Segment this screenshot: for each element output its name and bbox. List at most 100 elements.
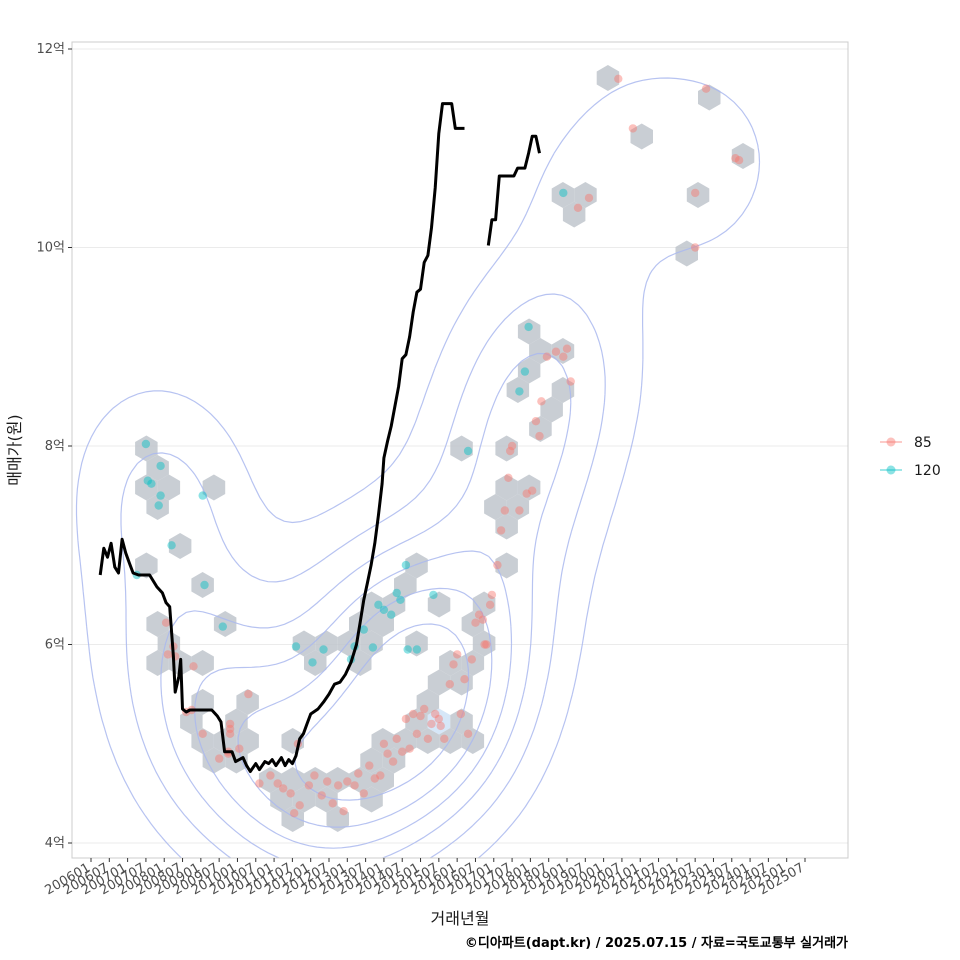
legend-key-point — [886, 437, 896, 447]
hex-bin — [427, 708, 451, 735]
data-point-85 — [528, 486, 537, 495]
hex-bin — [450, 435, 473, 462]
hex-bin — [517, 318, 541, 345]
hex-bin — [450, 669, 473, 696]
hex-bin — [517, 357, 541, 384]
hex-bin — [675, 240, 698, 267]
data-point-85 — [500, 506, 509, 515]
hex-bin — [191, 572, 214, 598]
hex-bin — [360, 786, 383, 813]
data-point-85 — [449, 660, 458, 669]
data-point-85 — [614, 74, 623, 84]
density-contour — [75, 77, 761, 859]
hex-bin — [371, 767, 394, 793]
trend-line — [98, 102, 541, 773]
data-point-85 — [416, 711, 425, 721]
data-point-85 — [286, 789, 295, 798]
data-point-120 — [392, 588, 401, 598]
data-point-85 — [691, 188, 700, 198]
data-point-85 — [392, 734, 401, 743]
hex-bin — [416, 689, 440, 715]
data-point-85 — [542, 352, 552, 361]
hex-bin — [427, 591, 451, 618]
y-tick-label: 12억 — [36, 42, 65, 57]
data-point-85 — [273, 779, 282, 788]
hex-bin — [349, 767, 372, 793]
hex-bin — [551, 182, 575, 208]
data-point-85 — [290, 809, 299, 818]
hex-bin — [405, 552, 428, 579]
hex-bin — [484, 494, 507, 520]
hex-bin — [236, 728, 259, 754]
data-point-85 — [225, 719, 235, 729]
data-point-85 — [496, 526, 506, 535]
data-point-85 — [453, 650, 462, 659]
hex-bin — [304, 767, 327, 793]
data-point-120 — [308, 658, 317, 667]
data-point-85 — [431, 709, 440, 719]
data-point-85 — [485, 600, 495, 609]
data-point-85 — [279, 784, 288, 793]
data-point-85 — [537, 397, 546, 406]
data-point-120 — [396, 595, 405, 604]
data-point-85 — [295, 801, 304, 810]
legend-key-point — [886, 465, 896, 475]
hex-bin — [562, 201, 586, 228]
data-point-85 — [359, 789, 368, 798]
data-point-85 — [504, 473, 513, 482]
data-point-85 — [334, 781, 343, 790]
scatter-points — [132, 74, 744, 818]
data-point-85 — [398, 747, 407, 756]
hex-bin — [506, 377, 530, 403]
data-point-85 — [163, 650, 173, 659]
data-point-85 — [474, 610, 484, 619]
plot-border — [71, 41, 849, 859]
data-point-120 — [374, 600, 383, 609]
hex-bin — [135, 552, 158, 579]
hex-bin — [157, 630, 181, 657]
data-point-120 — [412, 645, 422, 654]
data-point-120 — [156, 461, 165, 471]
data-point-85 — [412, 729, 422, 738]
hex-bin — [439, 650, 462, 676]
data-point-85 — [480, 640, 489, 649]
hex-bin — [180, 708, 203, 735]
data-point-85 — [436, 721, 445, 731]
hex-bin — [495, 513, 518, 540]
trend-segment — [98, 102, 465, 773]
data-point-85 — [507, 441, 517, 451]
hex-bin — [304, 650, 327, 676]
data-point-85 — [383, 749, 392, 758]
y-tick-label: 8억 — [45, 439, 65, 454]
data-point-85 — [225, 724, 235, 734]
hex-bin — [630, 123, 653, 150]
legend-label: 120 — [914, 463, 941, 479]
data-point-85 — [339, 807, 348, 816]
data-point-85 — [405, 744, 414, 753]
hex-bin — [168, 533, 192, 559]
y-axis: 4억 6억 8억 10억 12억 — [36, 42, 72, 851]
hex-bin — [382, 747, 406, 774]
y-tick-label: 6억 — [45, 638, 65, 653]
data-point-120 — [218, 622, 227, 631]
data-point-85 — [515, 506, 524, 515]
hex-bin — [416, 728, 440, 754]
hex-bin — [540, 396, 563, 423]
data-point-85 — [323, 777, 332, 786]
data-point-85 — [225, 729, 235, 738]
hex-bin — [292, 630, 316, 657]
y-axis-title: 매매가(원) — [5, 414, 24, 485]
data-point-85 — [401, 714, 411, 724]
data-point-85 — [409, 709, 418, 719]
data-point-85 — [189, 662, 198, 671]
hex-bin — [461, 728, 485, 754]
data-point-120 — [167, 541, 176, 550]
hex-bin — [461, 650, 485, 676]
data-point-85 — [562, 344, 572, 353]
hex-bin — [506, 494, 530, 520]
data-point-85 — [467, 655, 476, 664]
x-axis-title: 거래년월 — [431, 909, 490, 928]
hex-bin — [236, 689, 259, 715]
data-point-120 — [319, 645, 328, 654]
